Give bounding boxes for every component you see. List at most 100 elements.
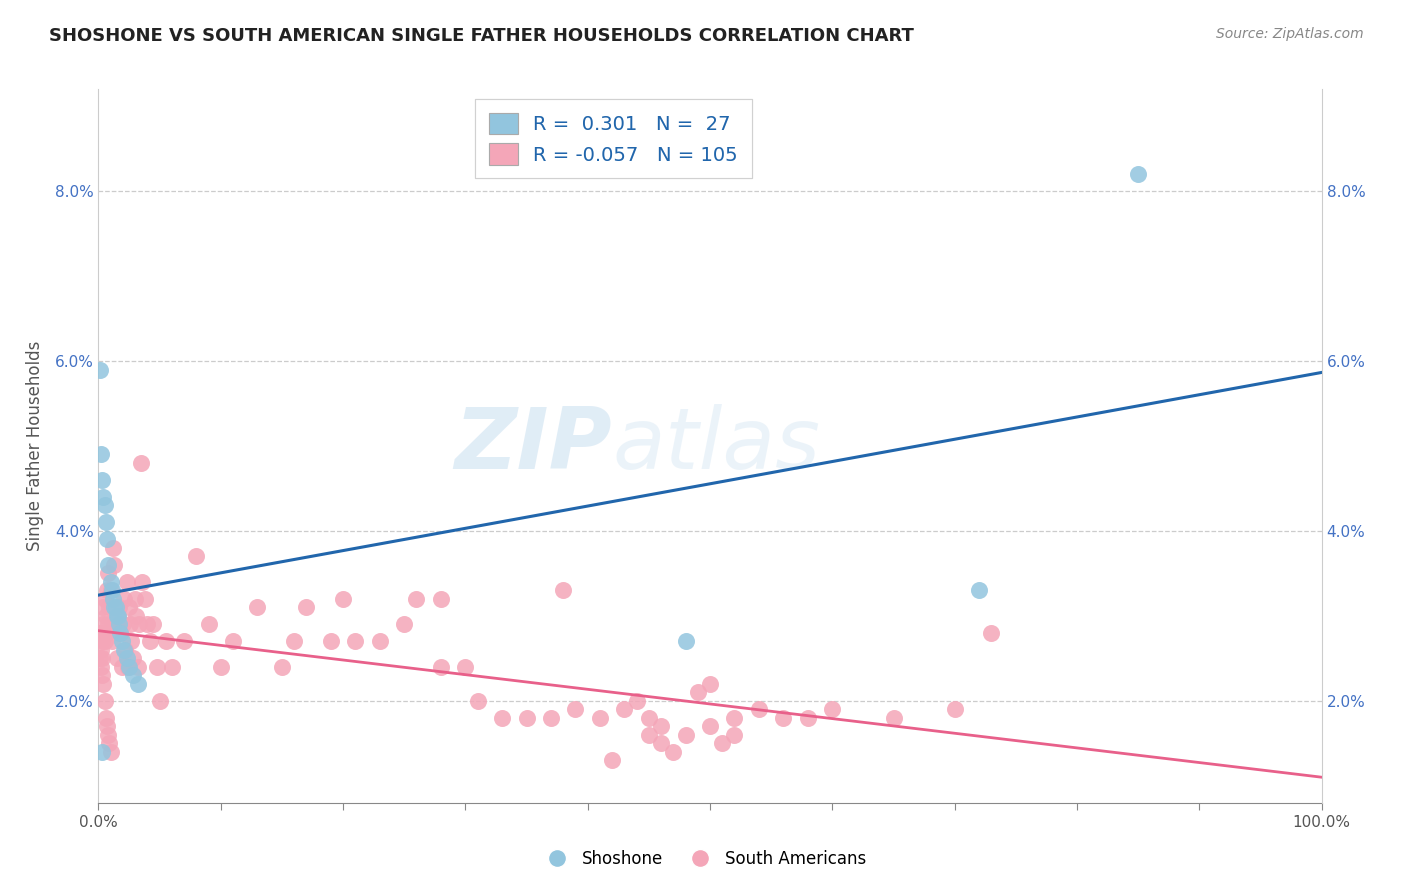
Point: [101, 634, 124, 648]
Point: [97, 558, 120, 572]
Point: [121, 651, 143, 665]
Point: [319, 634, 342, 648]
Point: [222, 634, 245, 648]
Point: [100, 574, 122, 589]
Point: [797, 711, 820, 725]
Point: [637, 711, 661, 725]
Point: [553, 583, 575, 598]
Point: [139, 634, 162, 648]
Point: [821, 702, 844, 716]
Point: [100, 745, 122, 759]
Point: [91, 600, 114, 615]
Point: [104, 617, 127, 632]
Point: [675, 728, 697, 742]
Point: [613, 702, 636, 716]
Point: [883, 711, 905, 725]
Point: [105, 651, 128, 665]
Point: [368, 634, 391, 648]
Point: [112, 591, 135, 606]
Point: [699, 719, 721, 733]
Point: [90, 626, 112, 640]
Point: [97, 566, 120, 581]
Point: [98, 736, 121, 750]
Text: SHOSHONE VS SOUTH AMERICAN SINGLE FATHER HOUSEHOLDS CORRELATION CHART: SHOSHONE VS SOUTH AMERICAN SINGLE FATHER…: [49, 27, 914, 45]
Point: [91, 745, 114, 759]
Point: [134, 591, 156, 606]
Point: [467, 694, 489, 708]
Point: [967, 583, 990, 598]
Point: [748, 702, 770, 716]
Point: [515, 711, 537, 725]
Point: [246, 600, 269, 615]
Point: [112, 643, 135, 657]
Point: [127, 677, 149, 691]
Point: [91, 473, 114, 487]
Point: [128, 617, 150, 632]
Point: [295, 600, 318, 615]
Point: [111, 660, 134, 674]
Point: [589, 711, 612, 725]
Point: [121, 668, 143, 682]
Point: [89, 362, 111, 376]
Point: [637, 728, 661, 742]
Point: [650, 736, 672, 750]
Point: [160, 660, 183, 674]
Point: [117, 660, 139, 674]
Point: [197, 617, 219, 632]
Point: [626, 694, 648, 708]
Point: [142, 617, 165, 632]
Point: [120, 617, 142, 632]
Point: [94, 608, 117, 623]
Point: [118, 600, 141, 615]
Point: [186, 549, 208, 564]
Point: [110, 626, 132, 640]
Point: [115, 651, 138, 665]
Point: [103, 558, 125, 572]
Point: [101, 583, 124, 598]
Point: [96, 533, 118, 547]
Point: [131, 574, 153, 589]
Point: [120, 634, 142, 648]
Point: [283, 634, 305, 648]
Text: ZIP: ZIP: [454, 404, 612, 488]
Point: [118, 660, 141, 674]
Point: [91, 651, 114, 665]
Text: atlas: atlas: [612, 404, 820, 488]
Point: [124, 591, 146, 606]
Legend: R =  0.301   N =  27, R = -0.057   N = 105: R = 0.301 N = 27, R = -0.057 N = 105: [475, 99, 752, 178]
Point: [96, 626, 118, 640]
Text: Source: ZipAtlas.com: Source: ZipAtlas.com: [1216, 27, 1364, 41]
Point: [600, 753, 623, 767]
Point: [89, 626, 111, 640]
Point: [454, 660, 477, 674]
Point: [100, 583, 122, 598]
Point: [91, 617, 114, 632]
Point: [107, 608, 129, 623]
Point: [91, 677, 114, 691]
Point: [392, 617, 416, 632]
Point: [540, 711, 562, 725]
Point: [699, 677, 721, 691]
Point: [127, 660, 149, 674]
Point: [105, 608, 128, 623]
Point: [103, 600, 125, 615]
Point: [980, 626, 1002, 640]
Point: [96, 719, 118, 733]
Point: [209, 660, 232, 674]
Point: [146, 660, 169, 674]
Point: [101, 591, 124, 606]
Point: [111, 634, 134, 648]
Point: [943, 702, 966, 716]
Point: [94, 711, 117, 725]
Point: [332, 591, 354, 606]
Point: [125, 608, 148, 623]
Y-axis label: Single Father Households: Single Father Households: [25, 341, 44, 551]
Point: [108, 600, 131, 615]
Point: [675, 634, 697, 648]
Point: [772, 711, 794, 725]
Point: [270, 660, 294, 674]
Point: [344, 634, 367, 648]
Point: [114, 643, 136, 657]
Point: [98, 600, 121, 615]
Point: [136, 617, 159, 632]
